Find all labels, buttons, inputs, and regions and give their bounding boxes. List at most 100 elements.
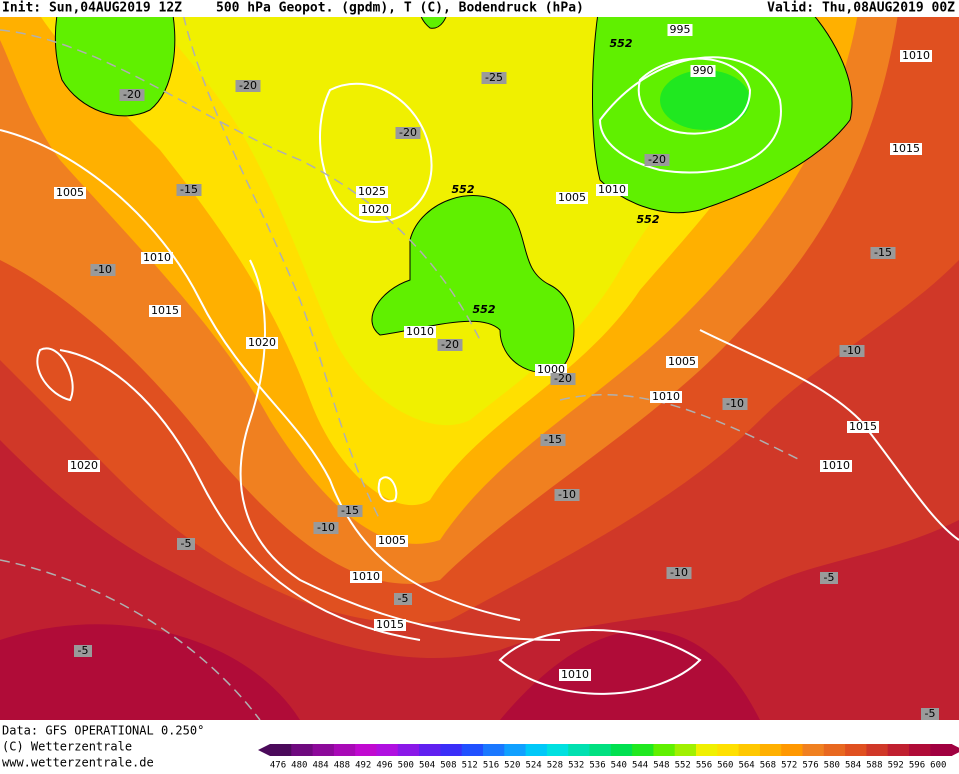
temperatures-label: -10 [843, 344, 861, 357]
temperatures-label-group: -5 [74, 644, 92, 657]
isobars-label: 1010 [561, 668, 589, 681]
isobars-label: 1010 [406, 325, 434, 338]
temperatures-label-box [839, 345, 865, 357]
isobars-label: 990 [693, 64, 714, 77]
colorbar-cell [397, 744, 420, 756]
temperatures-label-box [394, 593, 412, 605]
isobars-label-group: 1015 [890, 142, 922, 155]
colorbar-cell [546, 744, 569, 756]
colorbar-cell [802, 744, 825, 756]
isobars-label-group: 1015 [847, 420, 879, 433]
colorbar-label: 500 [398, 761, 414, 771]
temperatures-label-group: -20 [395, 126, 421, 139]
isobars-label-group: 1010 [350, 570, 382, 583]
colorbar-cell [759, 744, 782, 756]
temperatures-label: -20 [123, 88, 141, 101]
copyright: (C) Wetterzentrale [2, 740, 132, 754]
colorbar-label: 488 [334, 761, 350, 771]
temperatures-label-box [337, 505, 363, 517]
isobars-label: 1010 [143, 251, 171, 264]
temperatures-label: -10 [94, 263, 112, 276]
isobars-label-group: 1020 [246, 336, 278, 349]
isobars-label: 1020 [248, 336, 276, 349]
colorbar-cell [632, 744, 654, 756]
temperatures-label-group: -5 [394, 592, 412, 605]
colorbar-cell [270, 744, 292, 756]
colorbar-cell [568, 744, 590, 756]
isobars-label-group: 1010 [559, 668, 591, 681]
temperatures-label: -5 [925, 707, 936, 720]
isobars-label: 1015 [892, 142, 920, 155]
isobars-label-box [246, 337, 278, 349]
temperatures-label: -5 [824, 571, 835, 584]
temperatures-label: -15 [341, 504, 359, 517]
isobars-label-box [149, 305, 181, 317]
isobar-line [0, 129, 521, 621]
isobars-label: 1010 [352, 570, 380, 583]
isobars-label: 995 [670, 23, 691, 36]
map-title: 500 hPa Geopot. (gpdm), T (C), Bodendruc… [216, 1, 584, 16]
temperatures-label-group: -10 [666, 566, 692, 579]
colorbar-cell [653, 744, 676, 756]
temperatures-label: -10 [558, 488, 576, 501]
colorbar-label: 600 [930, 761, 946, 771]
temperatures-label-group: -15 [870, 246, 896, 259]
temperatures-label: -20 [648, 153, 666, 166]
isobars-label-box [376, 535, 408, 547]
init-time: Init: Sun,04AUG2019 12Z [2, 1, 182, 16]
colorbar-label: 484 [312, 761, 328, 771]
isobars-label-box [847, 421, 879, 433]
isobars-label-box [356, 186, 388, 198]
isobars-label: 1010 [652, 390, 680, 403]
colorbar-label: 496 [376, 761, 392, 771]
isobars-label-group: 995 [667, 23, 693, 36]
temperatures-label-box [820, 572, 838, 584]
colorbar-cell [461, 744, 484, 756]
colorbar-label: 596 [909, 761, 925, 771]
isobars-label: 1000 [537, 363, 565, 376]
geopotential-label-group: 552 [637, 213, 660, 226]
geopotential-label-group: 552 [610, 37, 633, 50]
isobars-label-box [350, 571, 382, 583]
colorbar-cell [866, 744, 889, 756]
isobars-label: 1015 [151, 304, 179, 317]
data-source: Data: GFS OPERATIONAL 0.250° [2, 724, 204, 738]
isobars-label-box [900, 50, 932, 62]
isobars-label-box [556, 192, 588, 204]
colorbar-cell [738, 744, 761, 756]
isobars-label-box [650, 391, 682, 403]
isobars-label-group: 1025 [356, 185, 388, 198]
isobars-label-group: 1010 [141, 251, 173, 264]
temperatures-label-box [666, 567, 692, 579]
isobars-label-box [890, 143, 922, 155]
colorbar-cell [909, 744, 931, 756]
colorbar-label: 552 [675, 761, 691, 771]
isobars-label-group: 1010 [650, 390, 682, 403]
colorbar-cell [845, 744, 867, 756]
isobars-label-group: 1005 [376, 534, 408, 547]
temperatures-label: -20 [239, 79, 257, 92]
colorbar-label: 520 [504, 761, 520, 771]
isobars-label-group: 1010 [404, 325, 436, 338]
isobars-label: 1005 [668, 355, 696, 368]
colorbar-label: 572 [781, 761, 797, 771]
colorbar-cell [291, 744, 314, 756]
temperatures-label-box [177, 538, 195, 550]
isobars-label-box [54, 187, 86, 199]
colorbar-label: 540 [611, 761, 627, 771]
isobars-label-box [68, 460, 100, 472]
colorbar-label: 576 [802, 761, 818, 771]
temperatures-label-group: -20 [644, 153, 670, 166]
isobars-label-group: 1010 [596, 183, 628, 196]
temperatures-label-group: -5 [820, 571, 838, 584]
temperatures-label: -10 [670, 566, 688, 579]
isobars-label-box [404, 326, 436, 338]
temperatures-label: -20 [441, 338, 459, 351]
geopotential-label-group: 552 [452, 183, 475, 196]
isobar-line [319, 82, 433, 223]
temperatures-label-box [554, 489, 580, 501]
isobars-label: 1010 [598, 183, 626, 196]
colorbar-label: 536 [589, 761, 605, 771]
isobars-label-group: 1020 [68, 459, 100, 472]
